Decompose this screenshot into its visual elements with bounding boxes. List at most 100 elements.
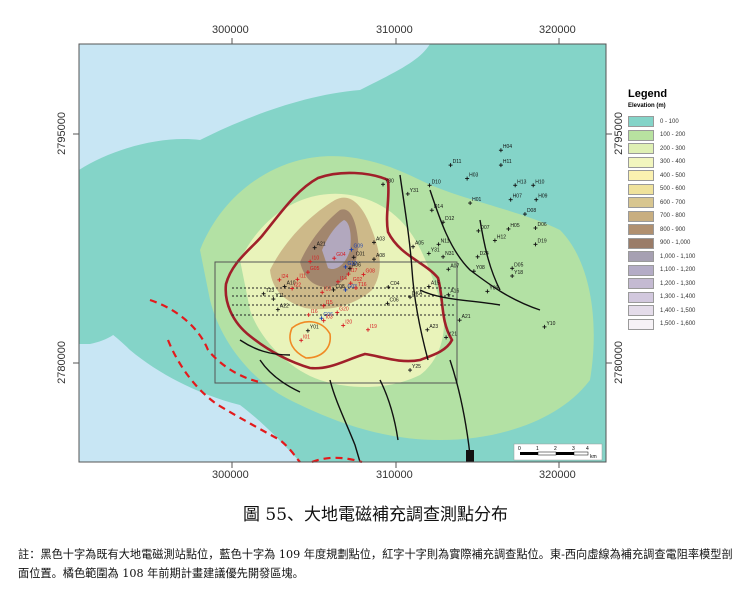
- existing-mt-point-label: H01: [472, 197, 481, 203]
- legend-item: 500 - 600: [628, 183, 738, 197]
- supplementary-point: I16: [306, 309, 318, 317]
- existing-mt-point: Y30: [381, 178, 394, 187]
- legend-label: 1,500 - 1,600: [660, 321, 696, 328]
- existing-mt-point: A03: [371, 236, 385, 245]
- supplementary-point-label: G20: [339, 306, 349, 312]
- legend-swatch: [628, 251, 654, 263]
- legend-swatch: [628, 264, 654, 276]
- existing-mt-point: H09: [534, 194, 548, 202]
- legend-title: Legend: [628, 88, 668, 100]
- supplementary-point: T16: [353, 282, 367, 290]
- existing-mt-point: D05: [510, 262, 524, 271]
- existing-mt-point-label: C04: [390, 281, 399, 287]
- existing-mt-point-label: N11: [441, 238, 450, 244]
- existing-mt-point: C08: [331, 284, 345, 292]
- legend-label: 1,000 - 1,100: [660, 253, 696, 260]
- existing-mt-point-label: H13: [517, 179, 526, 185]
- existing-mt-point: A08: [371, 253, 385, 262]
- land-islet: [79, 298, 130, 344]
- existing-mt-point: N31: [441, 251, 454, 259]
- existing-mt-point: A15: [426, 281, 440, 289]
- land-summit: [322, 220, 351, 270]
- legend-label: 900 - 1,000: [660, 240, 691, 247]
- scale-label-2: 2: [554, 446, 557, 452]
- supplementary-point-label: I24: [281, 274, 288, 280]
- supplementary-point-label: I15: [326, 300, 333, 306]
- existing-mt-point: H05: [506, 223, 520, 231]
- supplementary-point: I24: [277, 274, 289, 282]
- supplementary-point: I13: [320, 286, 331, 295]
- legend-item: 400 - 500: [628, 169, 738, 183]
- supplementary-point-label: I17: [350, 268, 357, 274]
- legend-swatch: [628, 237, 654, 249]
- bottom-tick-3: 320000: [539, 469, 576, 481]
- legend-label: 200 - 300: [660, 145, 686, 152]
- existing-mt-point-label: A05: [415, 241, 424, 247]
- legend-swatch: [628, 224, 654, 236]
- legend-item: 800 - 900: [628, 223, 738, 237]
- supplementary-point: I01: [299, 334, 310, 343]
- legend-label: 500 - 600: [660, 186, 686, 193]
- legend-label: 1,200 - 1,300: [660, 280, 696, 287]
- planned-point-label: G06: [323, 312, 333, 318]
- existing-mt-point: D10: [427, 179, 441, 188]
- existing-mt-point-label: Y09: [489, 285, 498, 291]
- supplementary-point: I15: [321, 300, 333, 308]
- existing-mt-point: Y21: [444, 331, 457, 340]
- existing-mt-point: H11: [498, 159, 512, 168]
- supplementary-point: I20: [341, 319, 352, 328]
- top-tick-2: 310000: [376, 24, 413, 36]
- existing-mt-point-label: Y21: [448, 331, 457, 337]
- existing-mt-point: D08: [522, 208, 536, 217]
- supplementary-point-label: I01: [303, 334, 310, 340]
- existing-mt-point-label: A10: [287, 281, 296, 287]
- scale-label-4: 4: [586, 446, 589, 452]
- legend: Legend Elevation (m) 0 - 100 100 - 200 200…: [628, 88, 738, 331]
- existing-mt-point-label: Y25: [412, 364, 421, 370]
- legend-item: 900 - 1,000: [628, 237, 738, 251]
- existing-mt-point-label: T23: [266, 288, 275, 294]
- existing-mt-point: T23: [261, 288, 275, 296]
- supplementary-point-label: T16: [358, 282, 367, 288]
- existing-mt-point: D11: [448, 159, 462, 168]
- legend-subtitle: Elevation (m): [628, 103, 666, 109]
- right-tick-2: 2780000: [613, 341, 625, 384]
- existing-mt-point: D07: [476, 225, 490, 233]
- existing-mt-point-label: A15: [431, 281, 440, 287]
- existing-mt-point-label: H12: [497, 234, 506, 240]
- legend-item: 0 - 100: [628, 115, 738, 129]
- existing-mt-point: A06: [347, 262, 361, 271]
- scale-unit: km: [590, 454, 597, 460]
- existing-mt-point-label: Y31: [410, 188, 419, 194]
- existing-mt-point: A10: [282, 281, 296, 289]
- existing-mt-point-label: Y08: [476, 265, 485, 271]
- planned-point-label: G10: [347, 261, 357, 267]
- existing-mt-point: D19: [533, 238, 547, 247]
- existing-mt-point: H12: [492, 234, 506, 243]
- existing-mt-point-label: C06: [390, 297, 399, 303]
- legend-label: 1,300 - 1,400: [660, 294, 696, 301]
- legend-swatch: [628, 291, 654, 303]
- existing-mt-point-label: H04: [503, 144, 512, 150]
- legend-item: 700 - 800: [628, 210, 738, 224]
- left-tick-2: 2780000: [56, 341, 68, 384]
- existing-mt-point: H01: [468, 197, 482, 206]
- existing-mt-point-label: D08: [527, 208, 536, 214]
- bottom-tick-2: 310000: [376, 469, 413, 481]
- existing-mt-point: A22: [275, 304, 289, 312]
- existing-mt-point-label: Y18: [514, 270, 523, 276]
- bottom-tick-1: 300000: [212, 469, 249, 481]
- existing-mt-point: Y01: [305, 325, 319, 333]
- map-figure: D11 H04 H11 H03 H13 H10 D10 H07 H09 H01 Y31 D14 D08 D…: [56, 24, 738, 481]
- planned-point-label: G09: [353, 244, 363, 250]
- existing-mt-point: DKA: [408, 291, 423, 300]
- legend-label: 400 - 500: [660, 172, 686, 179]
- supplementary-point: G02: [348, 277, 362, 286]
- existing-mt-point: D14: [429, 204, 443, 213]
- existing-mt-point-label: H11: [503, 159, 512, 165]
- existing-mt-point-label: N31: [445, 251, 454, 257]
- legend-item: 200 - 300: [628, 142, 738, 156]
- existing-mt-point-label: A22: [280, 304, 289, 310]
- existing-mt-point-label: A06: [352, 262, 361, 268]
- top-tick-3: 320000: [539, 24, 576, 36]
